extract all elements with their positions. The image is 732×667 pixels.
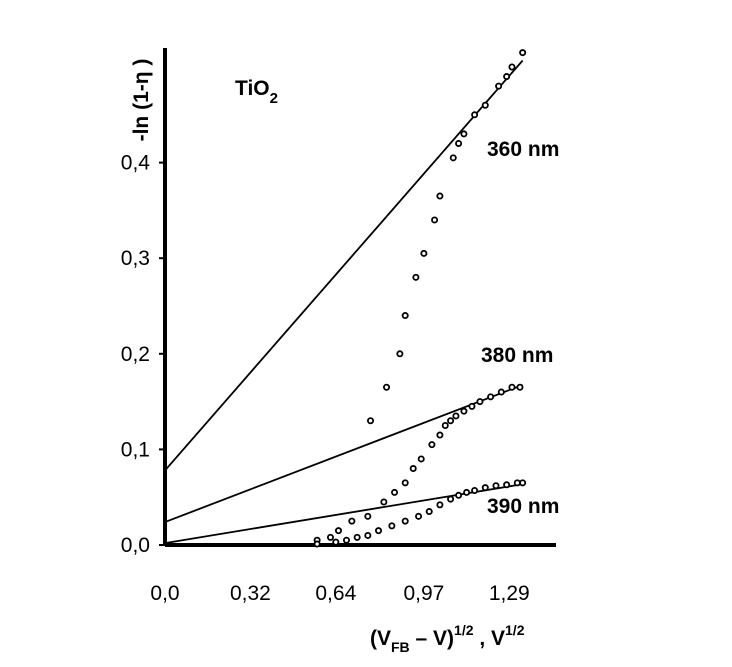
data-point <box>508 63 516 71</box>
data-point <box>519 49 527 57</box>
fit-line <box>164 59 524 472</box>
data-point <box>519 479 527 487</box>
data-point <box>508 383 516 391</box>
data-point <box>326 533 334 541</box>
y-tick-label: 0,1 <box>121 438 150 461</box>
data-point <box>401 479 409 487</box>
data-point <box>441 421 449 429</box>
data-point <box>380 498 388 506</box>
x-tick-label: 0,32 <box>230 582 271 605</box>
labels: TiO2 -ln (1-η ) (VFB – V)1/2 , V1/2 <box>130 59 525 655</box>
data-point <box>428 441 436 449</box>
axes <box>163 48 556 547</box>
data-point <box>497 388 505 396</box>
data-point <box>420 249 428 257</box>
data-point <box>375 527 383 535</box>
series-label: 390 nm <box>487 495 559 518</box>
data-point <box>401 312 409 320</box>
data-point <box>452 412 460 420</box>
data-point <box>516 383 524 391</box>
data-point <box>425 508 433 516</box>
data-point <box>471 487 479 495</box>
x-axis-title: (VFB – V)1/2 , V1/2 <box>370 622 525 655</box>
y-tick-label: 0,3 <box>121 247 150 270</box>
y-axis-title: -ln (1-η ) <box>130 59 153 142</box>
data-point <box>436 192 444 200</box>
data-point <box>436 501 444 509</box>
data-point <box>412 273 420 281</box>
data-point <box>481 101 489 109</box>
data-point <box>409 465 417 473</box>
data-point <box>396 350 404 358</box>
data-point <box>447 417 455 425</box>
fit-line <box>164 483 523 544</box>
y-tick-label: 0,2 <box>121 343 150 366</box>
y-tick-label: 0,0 <box>121 534 150 557</box>
data-points <box>313 49 527 548</box>
data-point <box>460 407 468 415</box>
chart-title: TiO2 <box>235 77 278 107</box>
data-point <box>460 130 468 138</box>
data-point <box>313 540 321 548</box>
data-point <box>436 431 444 439</box>
data-point <box>513 479 521 487</box>
data-point <box>476 398 484 406</box>
x-tick-label: 0,97 <box>403 582 444 605</box>
data-point <box>383 383 391 391</box>
data-point <box>495 82 503 90</box>
data-point <box>487 393 495 401</box>
data-point <box>364 531 372 539</box>
data-point <box>468 402 476 410</box>
fit-lines <box>164 59 524 544</box>
ticks: 0,0 0,1 0,2 0,3 0,4 0,0 0,32 0,64 0,97 1,29 <box>121 152 530 605</box>
x-tick-label: 0,0 <box>150 582 179 605</box>
data-point <box>391 488 399 496</box>
data-point <box>353 533 361 541</box>
series-label: 380 nm <box>481 344 553 367</box>
y-tick-label: 0,4 <box>121 152 151 175</box>
data-point <box>332 538 340 546</box>
data-point <box>401 517 409 525</box>
data-point <box>503 73 511 81</box>
x-tick-label: 0,64 <box>315 582 356 605</box>
series-labels: 360 nm 380 nm 390 nm <box>481 138 559 518</box>
data-point <box>417 455 425 463</box>
data-point <box>481 484 489 492</box>
data-point <box>471 111 479 119</box>
data-point <box>342 536 350 544</box>
series-label: 360 nm <box>487 138 559 161</box>
data-point <box>449 154 457 162</box>
data-point <box>455 139 463 147</box>
data-point <box>334 527 342 535</box>
data-point <box>503 481 511 489</box>
x-tick-label: 1,29 <box>489 582 530 605</box>
data-point <box>463 488 471 496</box>
data-point <box>447 495 455 503</box>
data-point <box>492 482 500 490</box>
data-point <box>348 517 356 525</box>
data-point <box>431 216 439 224</box>
data-point <box>415 512 423 520</box>
data-point <box>455 491 463 499</box>
data-point <box>367 417 375 425</box>
data-point <box>364 512 372 520</box>
data-point <box>388 522 396 530</box>
